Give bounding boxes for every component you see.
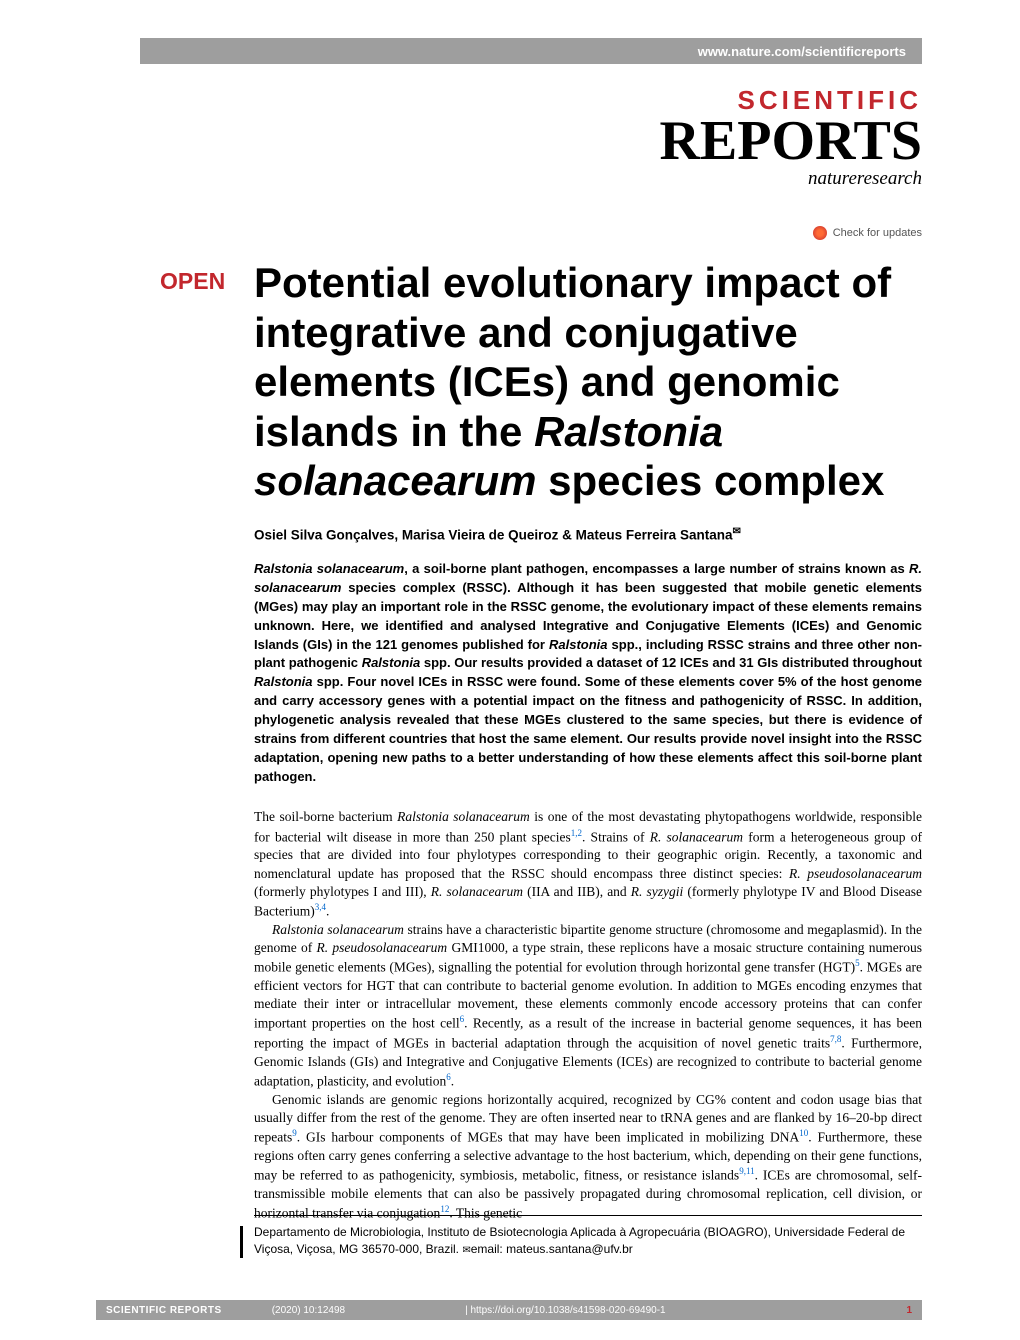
abstract-text5: spp. Four novel ICEs in RSSC were found.… xyxy=(254,674,922,783)
body-text: The soil-borne bacterium Ralstonia solan… xyxy=(254,808,922,1222)
header-url[interactable]: www.nature.com/scientificreports xyxy=(698,44,906,59)
title-part2: species complex xyxy=(536,457,884,504)
reference-link[interactable]: 9,11 xyxy=(739,1166,754,1176)
footer-bar: SCIENTIFIC REPORTS (2020) 10:12498 | htt… xyxy=(96,1300,922,1320)
paragraph-1: The soil-borne bacterium Ralstonia solan… xyxy=(254,808,922,920)
paragraph-2: Ralstonia solanacearum strains have a ch… xyxy=(254,921,922,1091)
journal-logo: SCIENTIFIC REPORTS natureresearch xyxy=(659,85,922,190)
article-title: Potential evolutionary impact of integra… xyxy=(254,258,922,506)
authors-line: Osiel Silva Gonçalves, Marisa Vieira de … xyxy=(254,526,922,543)
paragraph-3: Genomic islands are genomic regions hori… xyxy=(254,1091,922,1223)
crossmark-icon xyxy=(813,226,827,240)
corresponding-icon: ✉ xyxy=(732,526,740,537)
footer-citation: (2020) 10:12498 xyxy=(272,1305,345,1316)
affiliation-marker xyxy=(240,1226,243,1258)
reference-link[interactable]: 12 xyxy=(440,1204,449,1214)
footer-doi[interactable]: | https://doi.org/10.1038/s41598-020-694… xyxy=(465,1305,666,1316)
email-icon: ✉ xyxy=(462,1245,470,1256)
footer-journal: SCIENTIFIC REPORTS xyxy=(106,1305,222,1316)
abstract-text1: , a soil-borne plant pathogen, encompass… xyxy=(404,561,909,576)
open-access-badge: OPEN xyxy=(160,268,225,295)
abstract-species4: Ralstonia xyxy=(362,655,421,670)
abstract: Ralstonia solanacearum, a soil-borne pla… xyxy=(254,560,922,786)
author-names: Osiel Silva Gonçalves, Marisa Vieira de … xyxy=(254,527,732,542)
page-number: 1 xyxy=(906,1305,912,1316)
header-bar: www.nature.com/scientificreports xyxy=(140,38,922,64)
abstract-species3: Ralstonia xyxy=(549,637,608,652)
reference-link[interactable]: 10 xyxy=(799,1128,808,1138)
abstract-species1: Ralstonia solanacearum xyxy=(254,561,404,576)
reference-link[interactable]: 7,8 xyxy=(830,1034,841,1044)
abstract-species5: Ralstonia xyxy=(254,674,313,689)
affiliation: Departamento de Microbiologia, Instituto… xyxy=(254,1215,922,1258)
check-updates-link[interactable]: Check for updates xyxy=(813,226,922,240)
article-content: Potential evolutionary impact of integra… xyxy=(254,258,922,1223)
email-label: email: xyxy=(471,1242,506,1256)
abstract-text4: spp. Our results provided a dataset of 1… xyxy=(420,655,922,670)
logo-reports: REPORTS xyxy=(659,116,922,166)
email-address[interactable]: mateus.santana@ufv.br xyxy=(506,1242,633,1256)
check-updates-label: Check for updates xyxy=(833,227,922,239)
reference-link[interactable]: 3,4 xyxy=(315,902,326,912)
reference-link[interactable]: 1,2 xyxy=(571,828,582,838)
